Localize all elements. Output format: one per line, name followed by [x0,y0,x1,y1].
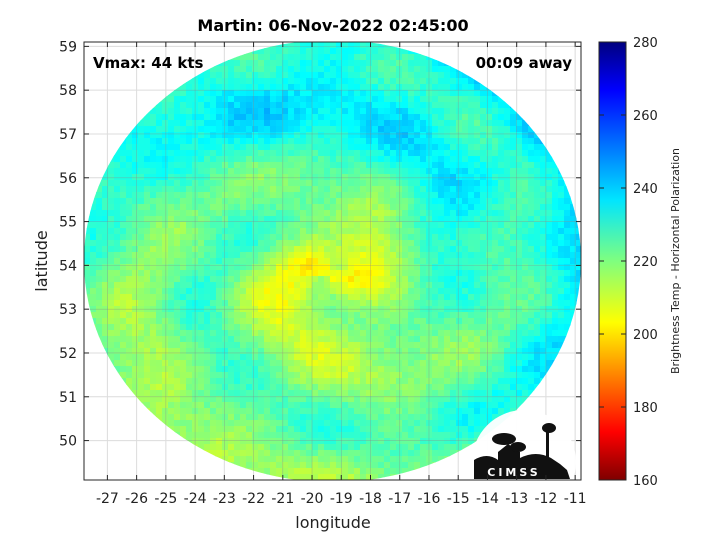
x-tick-label: -22 [242,491,265,507]
x-axis-label: longitude [295,513,370,532]
x-axis: -27 -26 -25 -24 -23 -22 -21 -20 -19 -18 -17 -16 -15-… [96,42,587,507]
x-tick-label: -17 [388,491,411,507]
time-away-label: 00:09 away [476,54,573,72]
y-tick-label: 51 [59,390,77,406]
cimss-logo-text: CIMSS [487,466,540,479]
y-tick-label: 55 [59,215,77,231]
x-tick-label: -25 [154,491,177,507]
y-tick-label: 56 [59,171,77,187]
plot-frame [83,41,582,481]
colorbar-ticks: 160 180 200 220 240 260 280 [599,36,658,489]
y-tick-label: 57 [59,127,77,143]
y-tick-label: 52 [59,346,77,362]
x-tick-label: -19 [330,491,353,507]
cimss-logo: CIMSS [472,410,576,514]
colorbar-tick-label: 160 [633,474,658,489]
x-tick-label: -13 [505,491,528,507]
y-axis-label: latitude [32,230,51,291]
x-tick-label: -12 [534,491,557,507]
x-tick-label: -26 [125,491,148,507]
chart-title: Martin: 06-Nov-2022 02:45:00 [197,16,468,35]
colorbar-tick-label: 260 [633,109,658,124]
x-tick-label: -15 [447,491,470,507]
colorbar-tick-label: 180 [633,401,658,416]
x-tick-label: -18 [359,491,382,507]
x-tick-label: -24 [184,491,207,507]
y-tick-label: 53 [59,302,77,318]
x-tick-label: -16 [418,491,441,507]
colorbar-label: Brightness Temp - Horizontal Polarizatio… [669,148,682,374]
colorbar-tick-label: 240 [633,182,658,197]
x-tick-label: -27 [96,491,119,507]
x-tick-label: -23 [213,491,236,507]
y-axis: 50 51 52 53 54 55 56 57 58 59 [59,39,581,450]
colorbar-tick-label: 220 [633,255,658,270]
grid-overlay [84,42,581,480]
x-tick-label: -21 [271,491,294,507]
y-tick-label: 58 [59,83,77,99]
colorbar-tick-label: 200 [633,328,658,343]
y-tick-label: 50 [59,434,77,450]
x-tick-label: -20 [301,491,324,507]
x-tick-label: -11 [564,491,587,507]
colorbar-tick-label: 280 [633,36,658,51]
x-tick-label: -14 [476,491,499,507]
y-tick-label: 59 [59,39,77,55]
y-tick-label: 54 [59,258,77,274]
vmax-label: Vmax: 44 kts [93,54,203,72]
